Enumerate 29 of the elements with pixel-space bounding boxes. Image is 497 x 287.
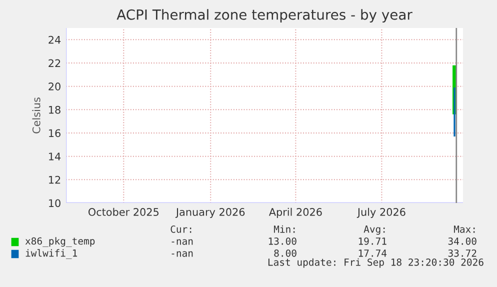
y-tick-label: 16 xyxy=(49,129,60,138)
y-tick-label: 20 xyxy=(48,82,60,90)
legend-label: x86_pkg_temp xyxy=(25,237,95,247)
text: 33.72 xyxy=(448,249,476,257)
x-tick-label: October 2025 xyxy=(88,208,158,216)
text: 34.00 xyxy=(448,237,476,245)
text: Last update: Fri Sep 18 23:20:30 2026 xyxy=(268,258,484,268)
text: 13.00 xyxy=(268,237,296,245)
text: Max: xyxy=(454,226,475,233)
legend-label: iwlwifi_1 xyxy=(26,249,78,259)
text: -nan xyxy=(172,239,193,245)
y-axis-title: Celsius xyxy=(32,98,40,134)
y-tick-label: 22 xyxy=(48,59,60,67)
y-tick-label: 10 xyxy=(49,199,60,208)
y-tick-label: 14 xyxy=(49,152,61,160)
text: 8.00 xyxy=(274,249,296,257)
text: Min: xyxy=(274,225,295,233)
y-tick-label: 18 xyxy=(49,106,60,114)
x-tick-label: January 2026 xyxy=(175,208,245,218)
chart-title: ACPI Thermal zone temperatures - by year xyxy=(116,9,412,23)
text: Cur: xyxy=(170,225,192,233)
x-tick-label: April 2026 xyxy=(268,208,322,218)
x-tick-label: July 2026 xyxy=(356,208,406,218)
text: Avg: xyxy=(364,226,385,235)
text: 19.71 xyxy=(358,237,386,245)
y-tick-label: 24 xyxy=(48,36,61,44)
text: 17.74 xyxy=(358,250,387,257)
text: -nan xyxy=(172,251,193,257)
y-tick-label: 12 xyxy=(49,176,60,184)
